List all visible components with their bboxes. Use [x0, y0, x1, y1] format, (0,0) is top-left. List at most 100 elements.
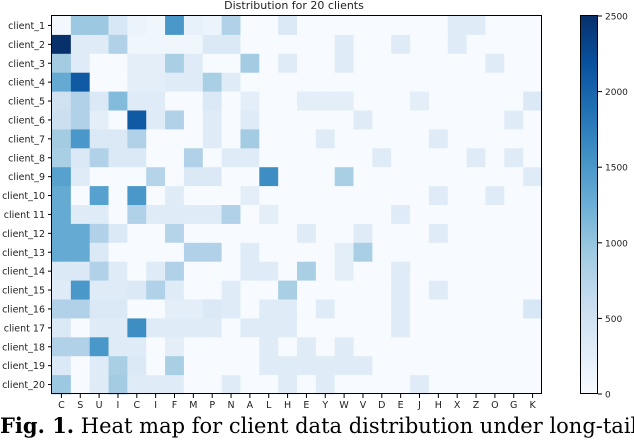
heatmap-cell — [334, 375, 354, 395]
heatmap-cell — [278, 337, 298, 357]
heatmap-cell — [372, 242, 392, 263]
heatmap-cell — [240, 34, 260, 55]
heatmap-cell — [259, 53, 279, 74]
row-label: client_1 — [8, 21, 45, 32]
heatmap-cell — [278, 16, 298, 36]
heatmap-cell — [523, 261, 543, 281]
heatmap-cell — [278, 167, 298, 187]
caption-text: Heat map for client data distribution un… — [74, 414, 634, 438]
heatmap-cell — [485, 337, 505, 357]
heatmap-cell — [428, 223, 449, 244]
heatmap-cell — [315, 53, 336, 74]
heatmap-cell — [165, 280, 185, 300]
heatmap-cell — [108, 148, 128, 168]
heatmap-cell — [334, 110, 354, 130]
heatmap-cell — [127, 129, 147, 149]
heatmap-cell — [127, 261, 147, 281]
heatmap-cell — [278, 53, 298, 74]
heatmap-cell — [447, 16, 468, 36]
heatmap-cell — [523, 34, 543, 55]
heatmap-cell — [52, 186, 72, 206]
heatmap-cell — [165, 299, 185, 319]
heatmap-cell — [297, 186, 317, 206]
heatmap-cell — [183, 167, 204, 187]
row-label: client_4 — [8, 78, 45, 89]
heatmap-cell — [485, 110, 505, 130]
heatmap-cell — [127, 280, 147, 300]
heatmap-cell — [410, 223, 430, 244]
heatmap-cell — [315, 356, 336, 376]
heatmap-cell — [523, 356, 543, 376]
heatmap-cell — [165, 205, 185, 225]
heatmap-cell — [410, 167, 430, 187]
heatmap-cell — [410, 34, 430, 55]
heatmap-cell — [315, 242, 336, 263]
column-label: I — [154, 400, 157, 410]
heatmap-cell — [202, 53, 223, 74]
heatmap-cell — [259, 318, 279, 338]
heatmap-cell — [183, 375, 204, 395]
heatmap-cell — [523, 72, 543, 92]
heatmap-cell — [127, 318, 147, 338]
heatmap-cell — [447, 356, 468, 376]
heatmap-cell — [466, 167, 486, 187]
heatmap-cell — [52, 205, 72, 225]
heatmap-cell — [278, 129, 298, 149]
heatmap-cell — [523, 337, 543, 357]
heatmap-cell — [353, 16, 373, 36]
heatmap-cell — [428, 148, 449, 168]
heatmap-cell — [447, 223, 468, 244]
heatmap-cell — [297, 53, 317, 74]
heatmap-cell — [89, 186, 109, 206]
heatmap-cell — [259, 261, 279, 281]
heatmap-cell — [70, 186, 91, 206]
heatmap-cell — [221, 318, 241, 338]
colorbar-tick-label: 2500 — [605, 13, 628, 23]
heatmap-cell — [297, 129, 317, 149]
heatmap-cell — [297, 16, 317, 36]
heatmap-cell — [240, 337, 260, 357]
heatmap-cell — [410, 129, 430, 149]
heatmap-cell — [466, 280, 486, 300]
heatmap-cell — [504, 72, 524, 92]
column-label: H — [284, 400, 291, 410]
heatmap-cell — [108, 129, 128, 149]
heatmap-cell — [127, 299, 147, 319]
heatmap-cell — [353, 91, 373, 111]
heatmap-cell — [485, 299, 505, 319]
heatmap-cell — [410, 242, 430, 263]
heatmap-cell — [89, 34, 109, 55]
row-label: client_2 — [8, 40, 45, 51]
heatmap-cell — [108, 242, 128, 263]
heatmap-cell — [297, 223, 317, 244]
heatmap-cell — [202, 129, 223, 149]
heatmap-cell — [108, 53, 128, 74]
heatmap-cell — [447, 375, 468, 395]
heatmap-cell — [259, 242, 279, 263]
heatmap-cell — [108, 186, 128, 206]
colorbar — [580, 15, 598, 394]
heatmap-cell — [315, 16, 336, 36]
heatmap-cell — [146, 318, 166, 338]
heatmap-cell — [183, 337, 204, 357]
heatmap-cell — [353, 223, 373, 244]
heatmap-cell — [523, 16, 543, 36]
row-label: client_16 — [2, 304, 45, 315]
heatmap-cell — [372, 337, 392, 357]
heatmap-cell — [410, 299, 430, 319]
heatmap-cell — [315, 148, 336, 168]
heatmap-cell — [447, 186, 468, 206]
heatmap-cell — [278, 72, 298, 92]
heatmap-cell — [108, 299, 128, 319]
row-labels: client_1 client_2 client_3 client_4 client_5… — [2, 21, 52, 391]
heatmap-cell — [315, 205, 336, 225]
heatmap-cell — [221, 375, 241, 395]
heatmap-cell — [410, 356, 430, 376]
heatmap-cell — [334, 337, 354, 357]
heatmap-cell — [391, 299, 411, 319]
heatmap-cell — [146, 110, 166, 130]
heatmap-cell — [183, 299, 204, 319]
heatmap-cell — [504, 242, 524, 263]
column-label: P — [209, 400, 215, 410]
heatmap-cell — [221, 299, 241, 319]
